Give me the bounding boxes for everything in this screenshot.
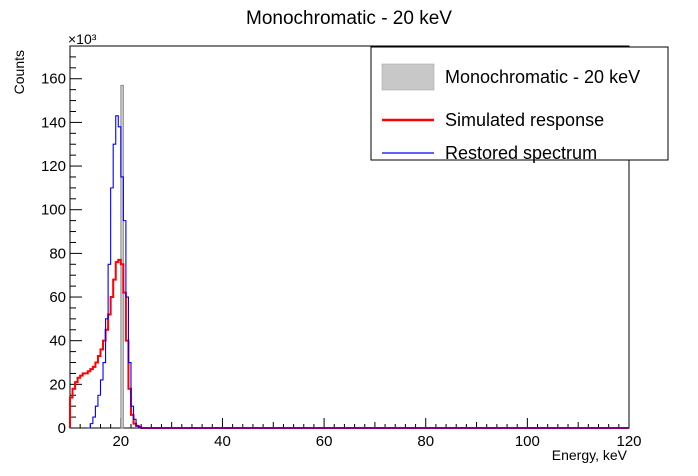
y-tick-label: 60 xyxy=(49,289,66,306)
legend-label: Monochromatic - 20 keV xyxy=(445,67,640,87)
legend-label: Restored spectrum xyxy=(445,143,597,163)
y-tick-label: 120 xyxy=(41,158,66,175)
x-tick-label: 60 xyxy=(316,433,333,450)
series-layer xyxy=(69,84,629,429)
y-axis-multiplier: ×10³ xyxy=(68,31,97,47)
y-axis-label: Counts xyxy=(11,50,27,94)
restored-spectrum-line xyxy=(87,115,629,429)
x-tick-label: 20 xyxy=(112,433,129,450)
y-tick-label: 40 xyxy=(49,333,66,350)
x-axis-ticks: 20 40 60 80 100 120 xyxy=(69,418,642,450)
chart-title: Monochromatic - 20 keV xyxy=(246,8,452,29)
legend: Monochromatic - 20 keV Simulated response… xyxy=(370,46,669,163)
y-tick-label: 80 xyxy=(49,245,66,262)
y-axis-ticks: 0 20 40 60 80 100 120 140 160 xyxy=(41,45,82,437)
legend-label: Simulated response xyxy=(445,110,604,130)
x-tick-label: 120 xyxy=(616,433,641,450)
y-tick-label: 160 xyxy=(41,71,66,88)
monochromatic-bar xyxy=(120,84,124,429)
legend-swatch-monochromatic xyxy=(381,63,435,91)
x-tick-label: 80 xyxy=(417,433,434,450)
x-tick-label: 100 xyxy=(515,433,540,450)
y-tick-label: 0 xyxy=(58,420,66,437)
x-axis-label: Energy, keV xyxy=(552,447,628,463)
y-tick-label: 100 xyxy=(41,202,66,219)
y-tick-label: 20 xyxy=(49,376,66,393)
y-tick-label: 140 xyxy=(41,114,66,131)
simulated-response-line xyxy=(69,258,629,429)
x-tick-label: 40 xyxy=(214,433,231,450)
